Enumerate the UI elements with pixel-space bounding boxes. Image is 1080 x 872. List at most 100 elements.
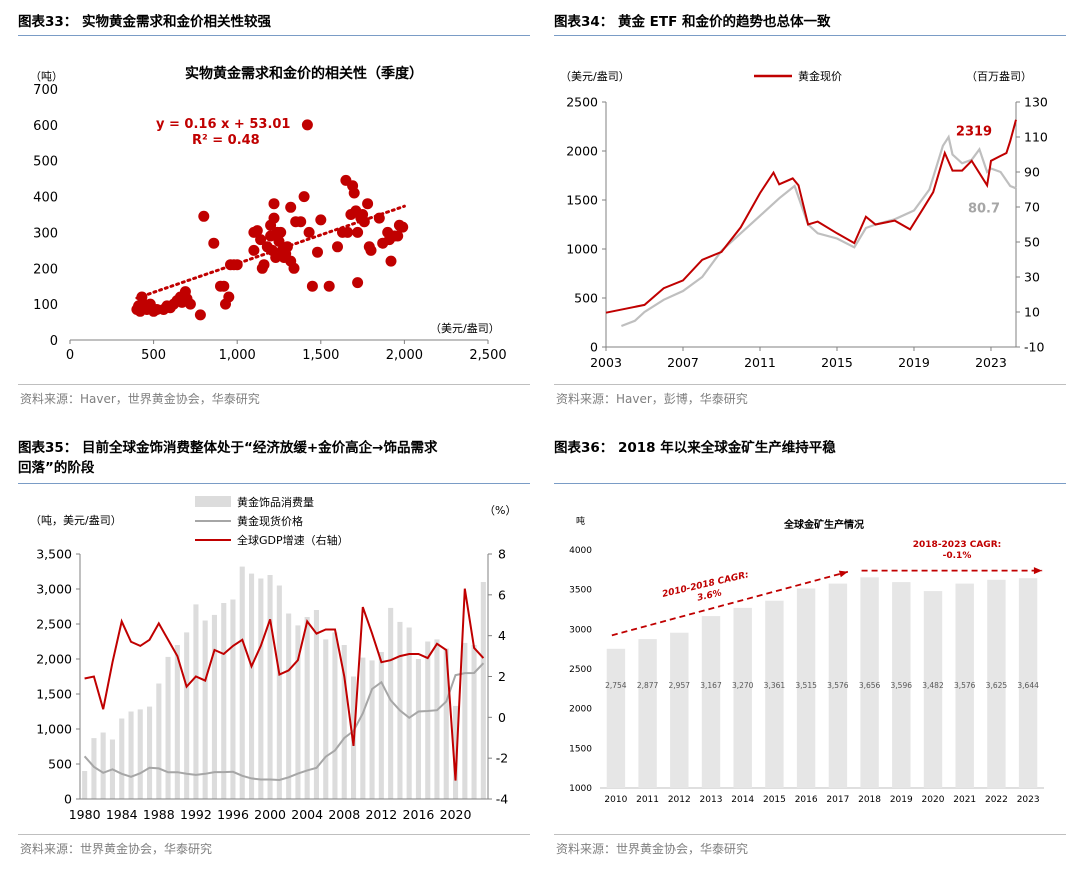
left-tick-label: 2000 [566, 144, 598, 159]
jewelry-bar [137, 709, 143, 799]
production-bar [987, 579, 1006, 789]
bar-value-label: 3,361 [764, 681, 786, 690]
cagr-2-line-2: -0.1% [943, 551, 972, 561]
bar-value-label: 3,644 [1017, 681, 1039, 690]
jewelry-bar [286, 613, 292, 799]
scatter-point [298, 191, 310, 203]
right-tick-label: 0 [498, 710, 506, 725]
jewelry-bar [480, 582, 486, 799]
bottom-rule [18, 834, 530, 835]
x-tick-label: 0 [66, 348, 74, 363]
right-tick-label: 2 [498, 669, 506, 684]
bar-value-label: 2,754 [605, 681, 627, 690]
x-tick-label: 2007 [667, 355, 699, 370]
left-tick-label: 3,500 [36, 547, 72, 562]
production-bar [606, 648, 626, 788]
panel-title-line-2: 回落”的阶段 [18, 460, 95, 476]
chart-title: 实物黄金需求和金价的相关性（季度） [185, 65, 423, 82]
right-tick-label: 6 [498, 587, 506, 602]
scatter-point [348, 187, 360, 199]
y-tick-label: 1000 [569, 784, 592, 794]
scatter-point [285, 201, 297, 213]
bar-value-label: 3,167 [700, 681, 722, 690]
source-note: 资料来源：Haver，彭博，华泰研究 [556, 392, 748, 406]
x-tick-label: 2011 [636, 795, 659, 805]
jewelry-bar [378, 652, 384, 799]
title-rule [554, 35, 1066, 36]
scatter-point [198, 210, 210, 222]
bottom-rule [554, 834, 1066, 835]
jewelry-bar [434, 639, 440, 799]
jewelry-bar [388, 607, 394, 799]
left-tick-label: 2500 [566, 95, 598, 110]
bar-value-label: 3,270 [732, 681, 754, 690]
bar-value-label: 3,515 [795, 681, 817, 690]
left-tick-label: 500 [48, 757, 72, 772]
scatter-point [268, 212, 280, 224]
x-tick-label: 1996 [217, 807, 249, 822]
jewelry-bar [313, 610, 319, 799]
jewelry-bar [369, 660, 375, 799]
production-bar [796, 588, 816, 788]
scatter-point [194, 309, 206, 321]
scatter-point [397, 221, 409, 233]
legend-gdp: 全球GDP增速（右轴） [237, 533, 349, 547]
regression-equation: y = 0.16 x + 53.01 [156, 117, 290, 132]
jewelry-bar [267, 575, 273, 799]
production-bar [733, 607, 752, 788]
bar-value-label: 3,625 [986, 681, 1008, 690]
cagr-arrowhead-1 [838, 570, 848, 578]
x-tick-label: 2019 [898, 355, 930, 370]
jewelry-bar [258, 578, 264, 799]
scatter-point [303, 226, 315, 238]
scatter-point [288, 262, 300, 274]
x-tick-label: 2016 [795, 795, 818, 805]
y-tick-label: 100 [33, 298, 58, 313]
scatter-point [352, 277, 364, 289]
right-tick-label: 4 [498, 628, 506, 643]
left-tick-label: 2,000 [36, 652, 72, 667]
right-tick-label: 50 [1024, 235, 1040, 250]
etf-end-label: 80.7 [968, 201, 1000, 216]
global-gdp-growth-line [84, 588, 485, 781]
right-tick-label: -4 [496, 792, 509, 807]
y-tick-label: 600 [33, 119, 58, 134]
production-bar [1018, 578, 1038, 788]
jewelry-bar [249, 573, 255, 799]
production-bar [670, 632, 689, 788]
right-tick-label: -2 [496, 751, 508, 766]
production-bar [828, 583, 848, 788]
panel-35: 图表35： 目前全球金饰消费整体处于“经济放缓+金价高企→饰品需求 回落”的阶段… [18, 438, 530, 856]
bar-value-label: 3,656 [859, 681, 881, 690]
production-bar [923, 591, 943, 788]
jewelry-bar [211, 614, 217, 799]
x-tick-label: 2011 [744, 355, 776, 370]
scatter-point [306, 280, 318, 292]
jewelry-bar [332, 632, 338, 799]
x-tick-label: 2020 [440, 807, 472, 822]
scatter-point [270, 252, 282, 263]
left-axis-unit: （吨，美元/盎司） [30, 513, 122, 527]
source-note: 资料来源：世界黄金协会，华泰研究 [556, 842, 749, 856]
jewelry-chart: 黄金饰品消费量 黄金现货价格 全球GDP增速（右轴） （吨，美元/盎司） （%）… [30, 495, 516, 822]
jewelry-bar [406, 627, 412, 799]
jewelry-bar [276, 585, 282, 799]
jewelry-bar [443, 648, 449, 799]
x-tick-label: 1,500 [302, 348, 339, 363]
scatter-point [392, 230, 404, 242]
mine-production-chart: 吨 全球金矿生产情况 2010-2018 CAGR: 3.6% 2018-202… [569, 515, 1044, 805]
scatter-point [385, 255, 397, 267]
right-tick-label: 110 [1024, 130, 1048, 145]
jewelry-bar [462, 642, 468, 799]
legend-price: 黄金现货价格 [237, 514, 303, 528]
x-axis-unit: （美元/盎司） [430, 321, 500, 335]
left-tick-label: 3,000 [36, 582, 72, 597]
left-tick-label: 0 [64, 792, 72, 807]
right-tick-label: 8 [498, 547, 506, 562]
jewelry-bar [295, 625, 301, 799]
scatter-point [295, 216, 307, 228]
jewelry-bar [304, 617, 310, 799]
cagr-arrowhead-2 [1033, 567, 1043, 575]
x-tick-label: 2000 [254, 807, 286, 822]
r-squared: R² = 0.48 [192, 133, 260, 148]
